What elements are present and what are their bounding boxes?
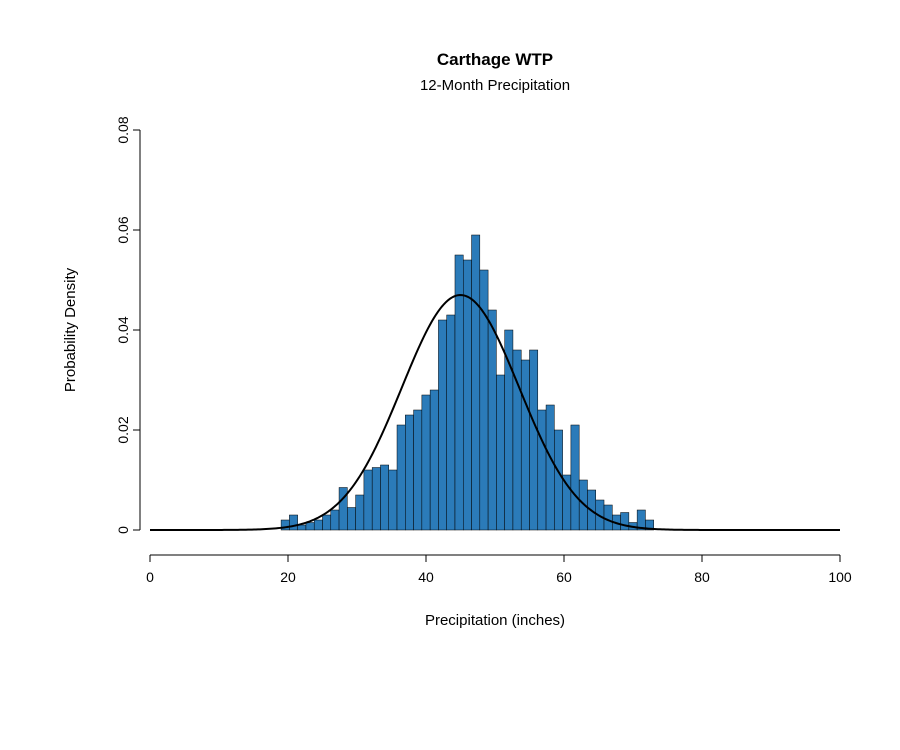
histogram-bar	[604, 505, 612, 530]
histogram-bar	[505, 330, 513, 530]
histogram-bar	[372, 468, 380, 531]
x-tick-label: 40	[418, 569, 434, 585]
chart-subtitle: 12-Month Precipitation	[420, 77, 570, 94]
histogram-bar	[546, 405, 554, 530]
histogram-bar	[389, 470, 397, 530]
histogram-bar	[538, 410, 546, 530]
histogram-bar	[447, 315, 455, 530]
y-axis-label: Probability Density	[62, 267, 79, 392]
histogram-bars	[281, 235, 654, 530]
chart-title: Carthage WTP	[437, 50, 553, 69]
histogram-bar	[347, 508, 355, 531]
histogram-bar	[496, 375, 504, 530]
y-tick-label: 0.08	[115, 116, 131, 143]
histogram-bar	[430, 390, 438, 530]
y-axis: 0 0.02 0.04 0.06 0.08	[115, 116, 140, 534]
histogram-bar	[463, 260, 471, 530]
y-tick-label: 0.02	[115, 416, 131, 443]
y-tick-label: 0.04	[115, 316, 131, 343]
histogram-bar	[397, 425, 405, 530]
histogram-chart: Carthage WTP 12-Month Precipitation 0 20 4…	[0, 0, 900, 750]
chart-container: Carthage WTP 12-Month Precipitation 0 20 4…	[0, 0, 900, 750]
histogram-bar	[438, 320, 446, 530]
histogram-bar	[364, 470, 372, 530]
histogram-bar	[298, 525, 306, 530]
histogram-bar	[488, 310, 496, 530]
x-tick-label: 20	[280, 569, 296, 585]
x-axis-label: Precipitation (inches)	[425, 612, 565, 629]
histogram-bar	[554, 430, 562, 530]
x-tick-label: 0	[146, 569, 154, 585]
histogram-bar	[422, 395, 430, 530]
histogram-bar	[521, 360, 529, 530]
histogram-bar	[323, 515, 331, 530]
histogram-bar	[331, 510, 339, 530]
x-tick-label: 80	[694, 569, 710, 585]
histogram-bar	[571, 425, 579, 530]
histogram-bar	[356, 495, 364, 530]
y-tick-label: 0.06	[115, 216, 131, 243]
histogram-bar	[472, 235, 480, 530]
histogram-bar	[621, 513, 629, 531]
histogram-bar	[530, 350, 538, 530]
x-tick-label: 100	[828, 569, 852, 585]
histogram-bar	[314, 520, 322, 530]
x-axis: 0 20 40 60 80 100	[146, 555, 852, 585]
histogram-bar	[405, 415, 413, 530]
y-tick-label: 0	[115, 526, 131, 534]
histogram-bar	[380, 465, 388, 530]
x-tick-label: 60	[556, 569, 572, 585]
histogram-bar	[306, 523, 314, 531]
histogram-bar	[414, 410, 422, 530]
histogram-bar	[289, 515, 297, 530]
